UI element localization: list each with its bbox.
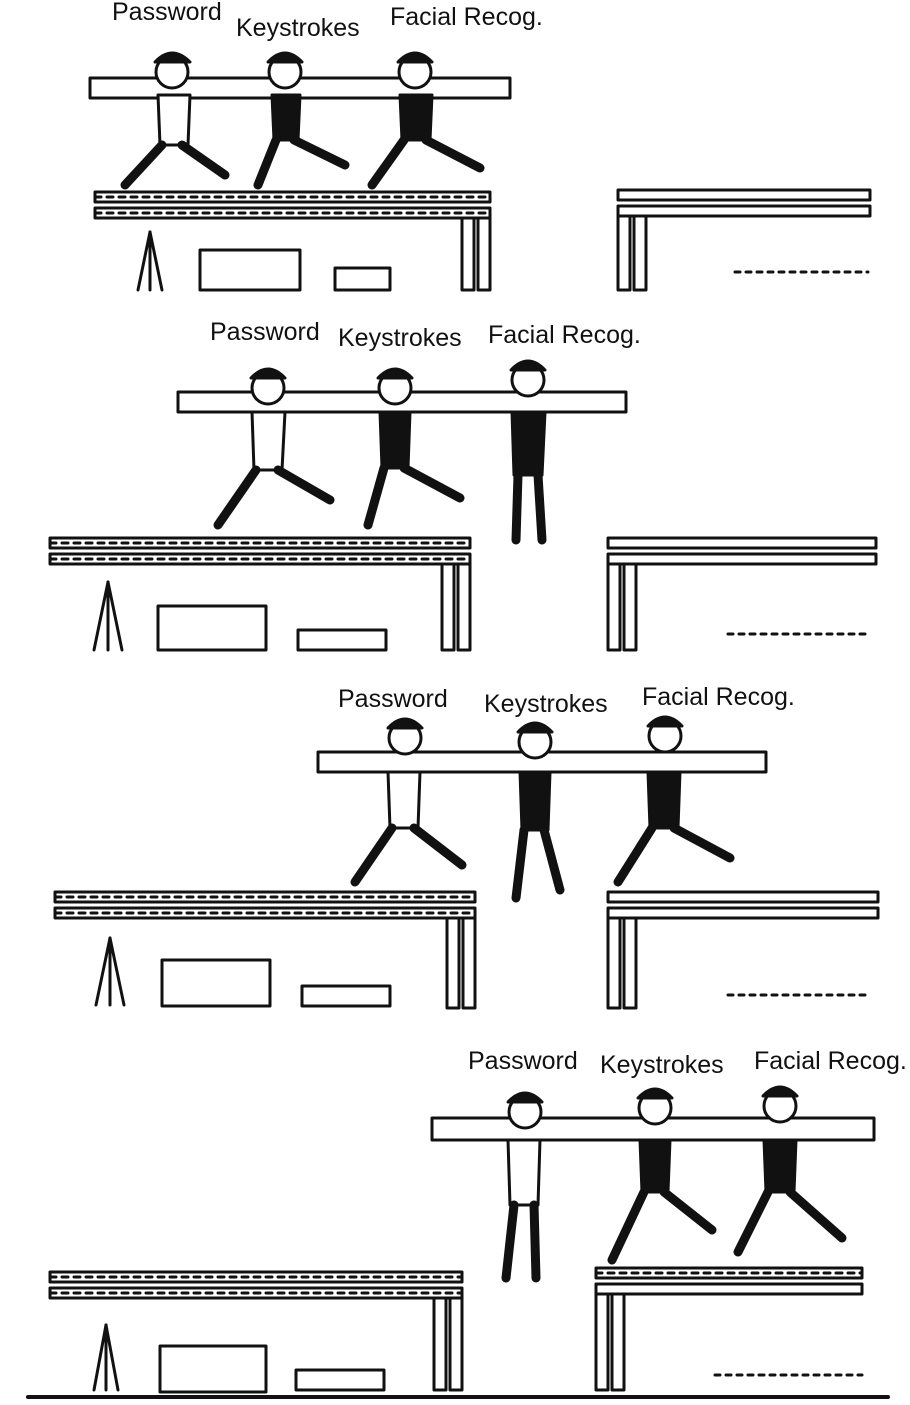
worker-label-keystrokes: Keystrokes bbox=[236, 14, 360, 42]
worker-label-password: Password bbox=[468, 1047, 578, 1075]
right-girder-icon bbox=[606, 536, 878, 652]
tripod-icon bbox=[94, 936, 126, 1007]
right-girder-icon bbox=[606, 890, 880, 1010]
worker-icon bbox=[511, 721, 565, 903]
left-girder-icon bbox=[53, 890, 477, 1010]
worker-icon bbox=[607, 1087, 717, 1265]
worker-label-facial-recog: Facial Recog. bbox=[390, 3, 543, 31]
panel-3-drawing bbox=[53, 715, 880, 1010]
worker-label-facial-recog: Facial Recog. bbox=[488, 321, 641, 349]
worker-icon bbox=[509, 359, 547, 545]
tripod-icon bbox=[92, 1323, 120, 1392]
tripod-icon bbox=[92, 580, 124, 652]
comic-panel-1: Password Keystrokes Facial Recog. bbox=[0, 0, 910, 300]
right-girder-icon bbox=[616, 188, 872, 292]
worker-label-password: Password bbox=[210, 318, 320, 346]
worker-label-keystrokes: Keystrokes bbox=[600, 1051, 724, 1079]
worker-label-keystrokes: Keystrokes bbox=[338, 324, 462, 352]
comic-panel-2: Password Keystrokes Facial Recog. bbox=[0, 300, 910, 660]
worker-icon bbox=[120, 51, 230, 190]
worker-label-facial-recog: Facial Recog. bbox=[642, 683, 795, 711]
left-girder-icon bbox=[48, 536, 472, 652]
comic-panel-4: Password Keystrokes Facial Recog. bbox=[0, 1020, 910, 1405]
panel-2-drawing bbox=[48, 359, 878, 652]
worker-icon bbox=[213, 367, 335, 530]
panel-1-drawing bbox=[88, 51, 872, 292]
worker-label-facial-recog: Facial Recog. bbox=[754, 1047, 907, 1075]
left-girder-icon bbox=[93, 190, 492, 292]
worker-icon bbox=[367, 51, 485, 190]
worker-icon bbox=[613, 715, 735, 887]
tripod-icon bbox=[136, 230, 164, 292]
worker-label-password: Password bbox=[112, 0, 222, 26]
comic-panel-3: Password Keystrokes Facial Recog. bbox=[0, 660, 910, 1020]
worker-icon bbox=[350, 717, 467, 887]
worker-label-password: Password bbox=[338, 685, 448, 713]
worker-icon bbox=[733, 1085, 847, 1257]
worker-label-keystrokes: Keystrokes bbox=[484, 690, 608, 718]
left-girder-icon bbox=[48, 1270, 464, 1392]
worker-icon bbox=[253, 51, 350, 190]
worker-icon bbox=[501, 1091, 544, 1283]
panel-4-drawing bbox=[26, 1085, 890, 1399]
right-girder-icon bbox=[594, 1266, 864, 1392]
worker-icon bbox=[363, 367, 465, 530]
